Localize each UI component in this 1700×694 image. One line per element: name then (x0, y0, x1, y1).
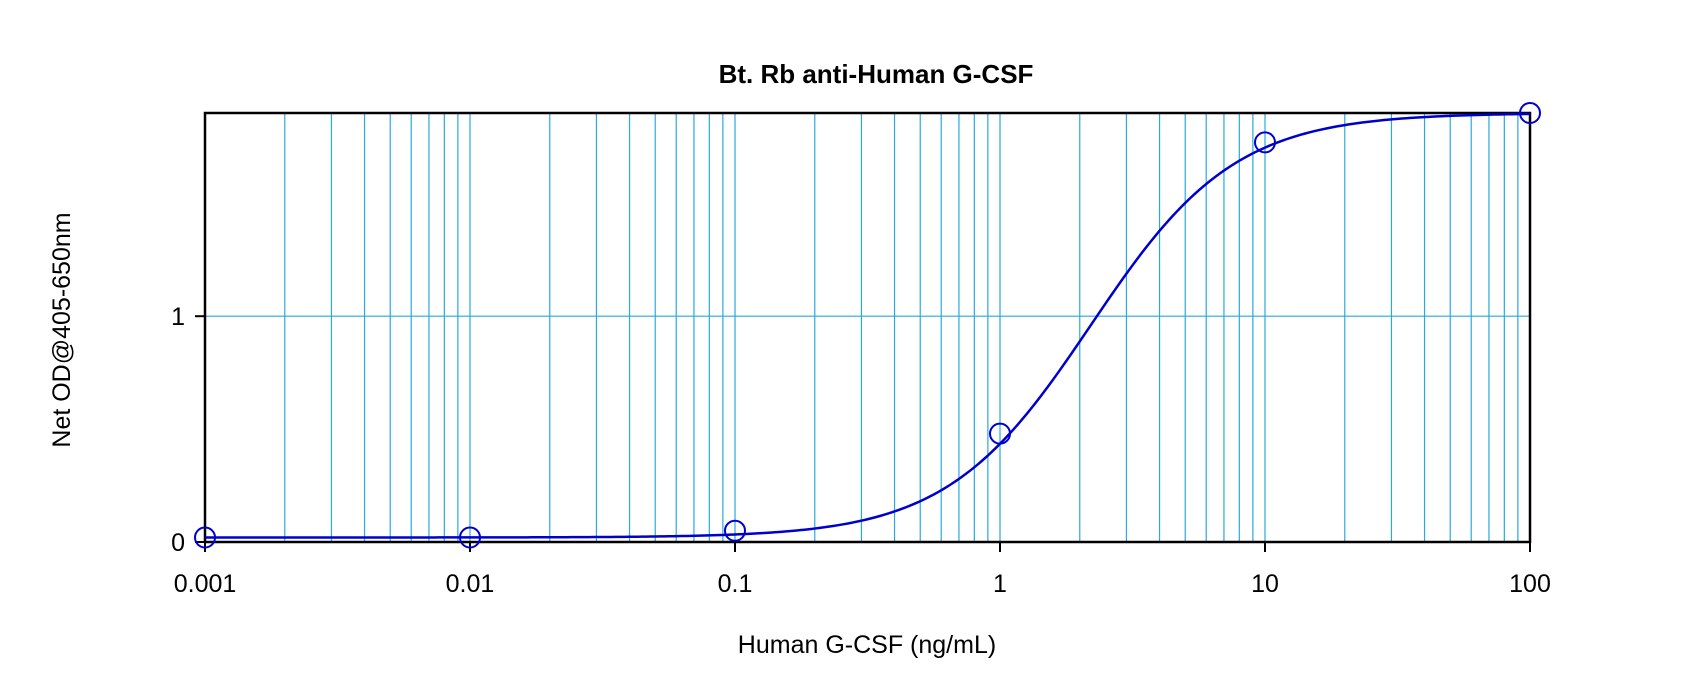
x-tick-label: 10 (1251, 570, 1279, 598)
data-points (194, 102, 1541, 549)
x-axis-label: Human G-CSF (ng/mL) (738, 631, 996, 659)
y-tick-label: 1 (171, 303, 185, 331)
chart-title: Bt. Rb anti-Human G-CSF (719, 59, 1034, 89)
grid-lines (205, 113, 1530, 542)
y-tick-label: 0 (171, 529, 185, 557)
x-tick-label: 0.01 (446, 570, 495, 598)
y-axis-label: Net OD@405-650nm (48, 212, 76, 447)
data-point (724, 519, 746, 542)
x-tick-label: 0.001 (174, 570, 237, 598)
x-tick-label: 100 (1509, 570, 1551, 598)
fit-curve (205, 112, 1531, 539)
data-point (459, 526, 481, 549)
x-tick-label: 1 (993, 570, 1007, 598)
data-point (194, 526, 216, 549)
data-point (1254, 131, 1276, 154)
data-point (989, 422, 1011, 445)
data-point (1519, 102, 1541, 124)
x-tick-label: 0.1 (718, 570, 753, 598)
plot-frame (203, 111, 1532, 544)
fit-curve-layer (205, 112, 1531, 539)
axis-ticks: 0.001 0.01 0.1 1 10 100 0 1 (171, 303, 1551, 598)
